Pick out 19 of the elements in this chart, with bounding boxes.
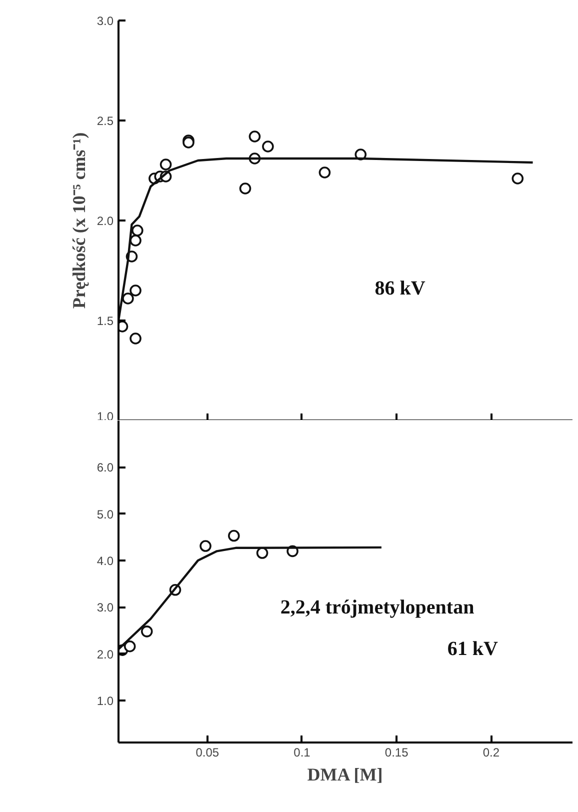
annotation: 86 kV — [374, 278, 426, 300]
y-tick-label: 4.0 — [96, 554, 114, 568]
y-tick-label: 2.5 — [96, 114, 114, 128]
x-axis-title: DMA [M] — [307, 764, 383, 784]
y-tick-label: 1.0 — [96, 694, 114, 708]
annotation: 2,2,4 trójmetylopentan — [280, 596, 474, 618]
x-tick-label: 0.15 — [384, 746, 409, 760]
y-tick-label: 6.0 — [96, 460, 114, 475]
y-tick-label: 1.5 — [96, 314, 114, 328]
y-tick-label: 2.0 — [96, 214, 114, 228]
x-tick-label: 0.05 — [196, 746, 220, 760]
x-tick-label: 0.2 — [482, 746, 500, 760]
y-tick-label: 2.0 — [96, 647, 114, 662]
y-tick-label: 3.0 — [96, 600, 114, 615]
annotation: 61 kV — [447, 638, 498, 660]
y-tick-label: 5.0 — [96, 507, 114, 522]
y-axis-title: Prędkość (x 10⁻⁵ cms⁻¹) — [68, 132, 89, 309]
y-tick-label: 3.0 — [96, 14, 114, 28]
x-tick-label: 0.1 — [294, 746, 311, 760]
